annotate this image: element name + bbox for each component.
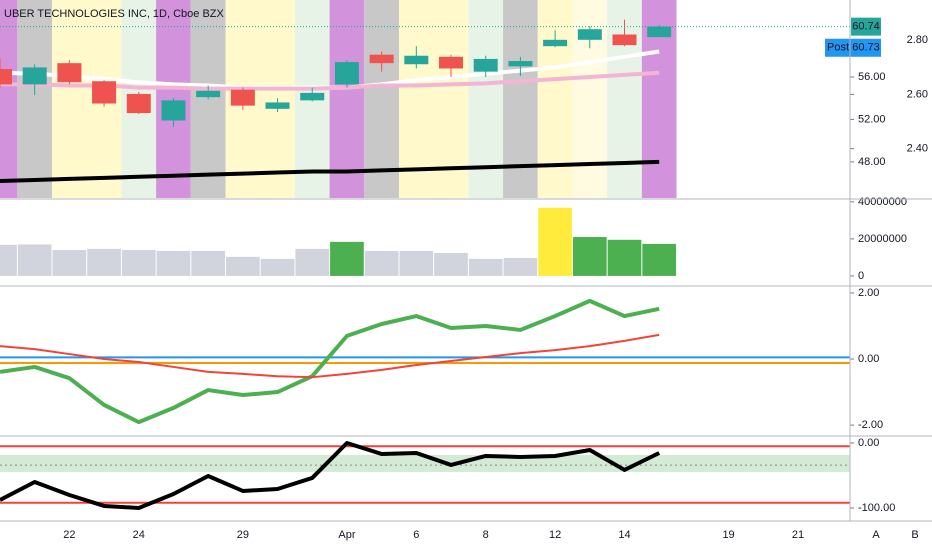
volume-bar	[572, 237, 607, 276]
volume-bar	[260, 258, 295, 276]
candle-body	[647, 26, 672, 38]
candle-body	[161, 100, 186, 121]
volume-bar	[295, 248, 330, 276]
volume-bar	[330, 241, 364, 276]
volume-bar	[503, 257, 538, 276]
candle-body	[57, 63, 82, 83]
candle-body	[508, 61, 533, 67]
pane	[0, 207, 677, 276]
y-tick-label: 56.00	[858, 71, 886, 83]
x-tick-label: 14	[618, 529, 630, 541]
candle-body	[439, 56, 464, 69]
y-tick-label: 20000000	[858, 233, 907, 245]
x-tick-label: 24	[133, 529, 145, 541]
candle-body	[265, 102, 290, 109]
y-tick-label: 0.00	[858, 353, 879, 365]
volume-bar	[52, 250, 87, 276]
x-tick-label: Apr	[338, 529, 355, 541]
y-tick-label: 2.00	[858, 287, 879, 299]
x-tick-label: 12	[549, 529, 561, 541]
candle-body	[334, 62, 359, 85]
volume-bar	[468, 258, 503, 276]
candle-body	[369, 54, 394, 64]
pane	[0, 0, 677, 198]
price-tag-label: 60.74	[852, 21, 880, 33]
volume-bar	[87, 248, 121, 276]
volume-bar	[399, 250, 434, 276]
y-tick-label: 40000000	[858, 196, 907, 208]
y-tick-label: 2.80	[907, 34, 928, 46]
volume-bar	[0, 244, 17, 276]
volume-bar	[607, 239, 642, 276]
candle-body	[300, 92, 325, 101]
y-tick-label: 2.60	[907, 88, 928, 100]
session-stripe	[398, 0, 434, 198]
candle-body	[577, 29, 602, 40]
y-tick-label: 0.00	[858, 437, 879, 449]
y-tick-label: 0	[858, 270, 864, 282]
auto-scale-label[interactable]: A	[872, 529, 880, 541]
volume-bar	[642, 243, 677, 276]
x-tick-label: 19	[722, 529, 734, 541]
session-stripe	[329, 0, 365, 198]
auto-scale-button[interactable]	[864, 523, 888, 547]
candle-body	[543, 39, 568, 47]
volume-bar	[121, 250, 156, 276]
session-stripe	[433, 0, 469, 198]
volume-bar	[156, 250, 191, 276]
price-tag	[851, 38, 881, 57]
band	[0, 455, 850, 472]
y-tick-label: 48.00	[858, 156, 886, 168]
volume-bar	[226, 256, 260, 276]
series-line	[0, 298, 660, 425]
price-tag-label: 60.73	[852, 42, 880, 54]
y-tick-label: -100.00	[858, 502, 895, 514]
volume-bar	[17, 244, 52, 276]
x-tick-label: 8	[483, 529, 489, 541]
session-stripe	[17, 0, 53, 198]
candle-body	[92, 81, 117, 104]
y-tick-label: 2.40	[907, 143, 928, 155]
candle-body	[473, 58, 498, 72]
session-stripe	[52, 0, 87, 198]
volume-bar	[538, 207, 572, 276]
volume-bar	[364, 250, 399, 276]
x-tick-label: 29	[237, 529, 249, 541]
candle-body	[22, 67, 47, 85]
x-tick-label: 6	[413, 529, 419, 541]
session-stripe	[364, 0, 399, 198]
candle-body	[196, 90, 221, 98]
log-scale-label[interactable]: B	[911, 529, 918, 541]
chart-title: UBER TECHNOLOGIES INC, 1D, Cboe BZX	[4, 8, 225, 20]
session-stripe	[0, 0, 18, 198]
series-line	[0, 159, 660, 184]
price-tag	[851, 17, 881, 36]
x-tick-label: 22	[63, 529, 75, 541]
price-tag-name: Post	[827, 42, 849, 54]
price-tag-name-box	[825, 38, 851, 57]
y-tick-label: -2.00	[858, 419, 883, 431]
series-line	[0, 333, 660, 379]
candle-body	[230, 89, 255, 106]
y-tick-label: 52.00	[858, 113, 886, 125]
candle-body	[612, 34, 637, 46]
pane	[0, 440, 850, 510]
pane	[0, 298, 850, 425]
volume-bar	[434, 252, 468, 276]
log-scale-button[interactable]	[903, 523, 927, 547]
candle-body	[404, 55, 429, 65]
candle-body	[0, 69, 12, 85]
candle-body	[126, 93, 151, 114]
session-stripe	[537, 0, 573, 198]
volume-bar	[191, 250, 226, 276]
x-tick-label: 21	[792, 529, 804, 541]
series-line	[0, 440, 661, 510]
